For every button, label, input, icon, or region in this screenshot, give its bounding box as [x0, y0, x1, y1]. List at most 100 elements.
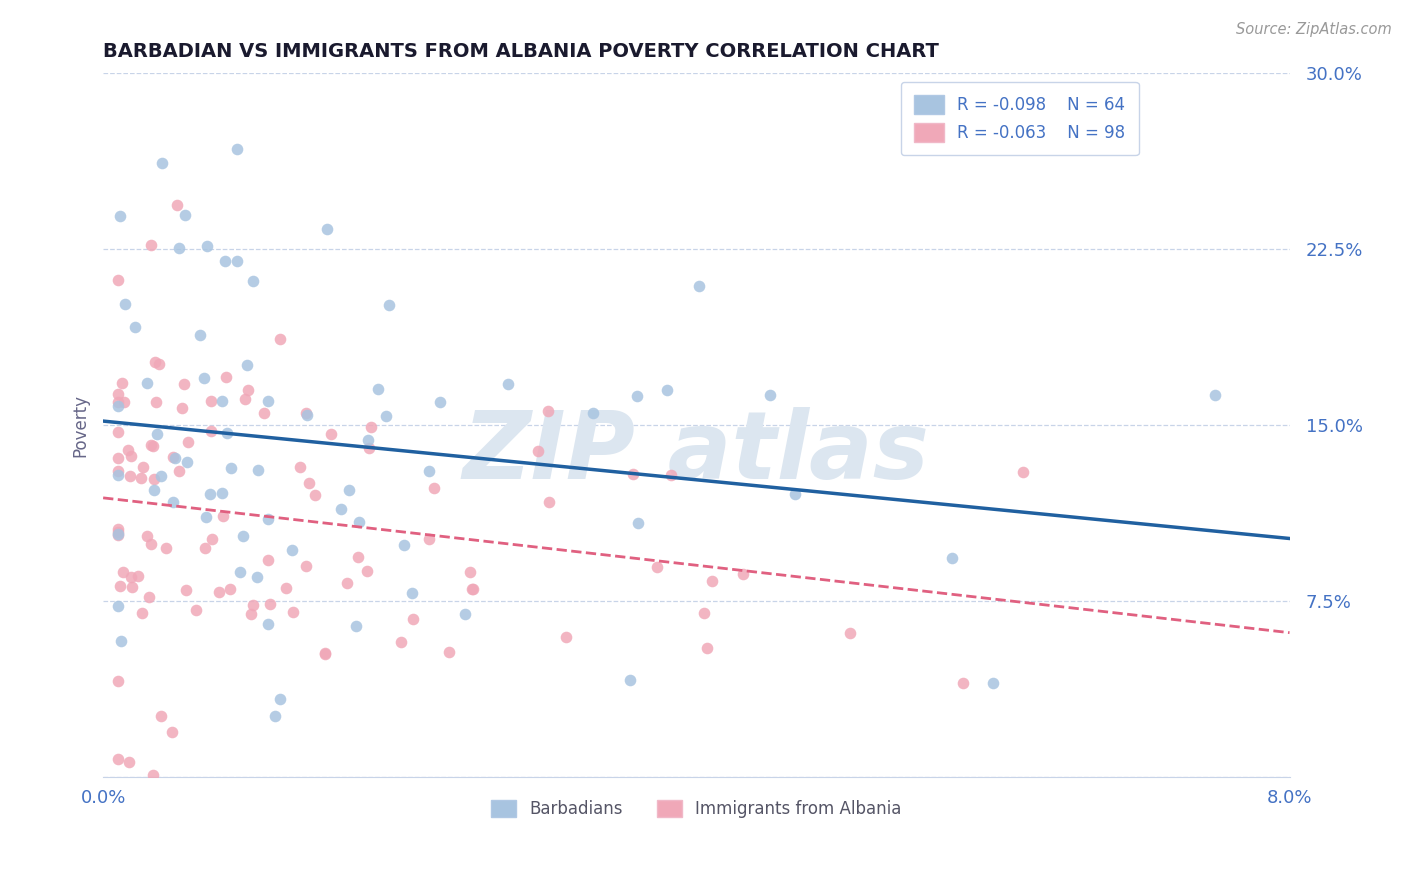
Point [107, 599, 129, 613]
Point [581, 406, 603, 420]
Point [129, 470, 152, 484]
Point [288, 460, 311, 475]
Point [269, 692, 291, 706]
Point [337, 483, 360, 497]
Point [108, 210, 131, 224]
Point [256, 512, 278, 526]
Point [139, 537, 162, 551]
Point [378, 298, 401, 312]
Point [626, 389, 648, 403]
Point [981, 676, 1004, 690]
Point [401, 612, 423, 626]
Point [357, 441, 380, 455]
Point [114, 297, 136, 311]
Point [150, 468, 173, 483]
Point [172, 401, 194, 416]
Point [124, 319, 146, 334]
Point [162, 450, 184, 464]
Point [392, 538, 415, 552]
Point [555, 630, 578, 644]
Point [107, 395, 129, 409]
Point [330, 502, 353, 516]
Point [226, 142, 249, 156]
Point [423, 481, 446, 495]
Point [149, 709, 172, 723]
Point [357, 433, 380, 447]
Text: BARBADIAN VS IMMIGRANTS FROM ALBANIA POVERTY CORRELATION CHART: BARBADIAN VS IMMIGRANTS FROM ALBANIA POV… [103, 42, 939, 61]
Point [107, 425, 129, 440]
Point [269, 332, 291, 346]
Point [131, 607, 153, 621]
Point [118, 469, 141, 483]
Point [347, 516, 370, 530]
Point [239, 607, 262, 622]
Point [198, 487, 221, 501]
Point [346, 550, 368, 565]
Point [232, 528, 254, 542]
Point [163, 451, 186, 466]
Point [108, 579, 131, 593]
Point [316, 222, 339, 236]
Point [460, 582, 482, 596]
Point [439, 645, 461, 659]
Text: ZIP atlas: ZIP atlas [463, 408, 929, 500]
Point [659, 467, 682, 482]
Point [226, 253, 249, 268]
Point [242, 598, 264, 612]
Point [281, 543, 304, 558]
Point [295, 406, 318, 420]
Point [304, 488, 326, 502]
Point [389, 635, 412, 649]
Point [107, 673, 129, 688]
Point [356, 564, 378, 578]
Point [257, 553, 280, 567]
Point [145, 427, 167, 442]
Point [141, 438, 163, 452]
Point [142, 767, 165, 781]
Point [107, 464, 129, 478]
Point [110, 633, 132, 648]
Point [155, 541, 177, 555]
Point [107, 273, 129, 287]
Point [700, 574, 723, 589]
Point [221, 460, 243, 475]
Point [688, 279, 710, 293]
Point [259, 597, 281, 611]
Point [298, 475, 321, 490]
Point [627, 516, 650, 531]
Point [117, 442, 139, 457]
Text: Source: ZipAtlas.com: Source: ZipAtlas.com [1236, 22, 1392, 37]
Point [188, 327, 211, 342]
Point [162, 495, 184, 509]
Point [458, 565, 481, 579]
Point [184, 603, 207, 617]
Point [174, 582, 197, 597]
Point [127, 569, 149, 583]
Point [759, 388, 782, 402]
Point [193, 371, 215, 385]
Point [176, 455, 198, 469]
Point [264, 709, 287, 723]
Point [107, 528, 129, 542]
Point [246, 463, 269, 477]
Point [785, 486, 807, 500]
Point [120, 449, 142, 463]
Point [1204, 387, 1226, 401]
Point [107, 387, 129, 401]
Point [107, 524, 129, 539]
Point [242, 274, 264, 288]
Point [148, 357, 170, 371]
Point [295, 558, 318, 573]
Point [112, 394, 135, 409]
Point [418, 464, 440, 478]
Point [236, 384, 259, 398]
Point [692, 607, 714, 621]
Point [195, 239, 218, 253]
Point [229, 566, 252, 580]
Point [136, 376, 159, 390]
Point [297, 409, 319, 423]
Y-axis label: Poverty: Poverty [72, 393, 89, 457]
Point [112, 565, 135, 579]
Point [173, 377, 195, 392]
Point [145, 394, 167, 409]
